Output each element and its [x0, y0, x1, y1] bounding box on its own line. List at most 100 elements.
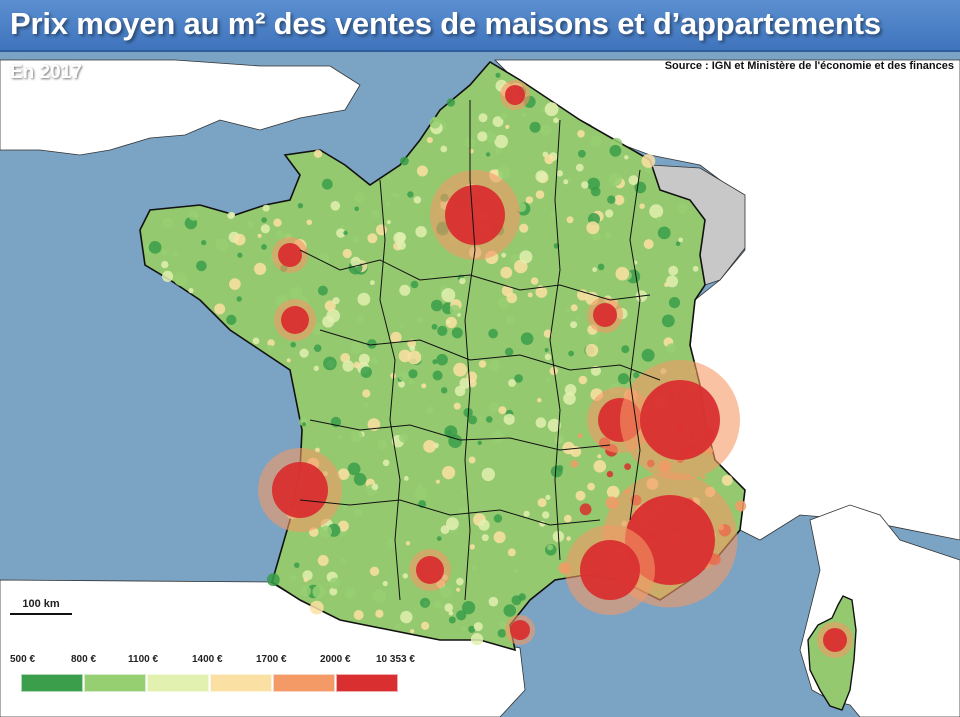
texture-dot	[545, 494, 551, 500]
texture-dot	[444, 603, 454, 612]
texture-dot	[468, 415, 478, 425]
texture-dot	[416, 165, 428, 177]
texture-dot	[501, 285, 513, 297]
high-price-zone	[823, 628, 847, 652]
texture-dot	[303, 577, 309, 583]
texture-dot	[162, 270, 174, 282]
texture-dot	[544, 348, 549, 352]
texture-dot	[628, 175, 639, 186]
texture-dot	[493, 531, 506, 544]
texture-dot	[461, 626, 467, 632]
texture-dot	[456, 587, 461, 592]
texture-dot	[590, 135, 602, 148]
texture-dot	[484, 130, 497, 143]
texture-dot	[324, 300, 336, 312]
texture-dot	[421, 621, 430, 631]
texture-dot	[321, 178, 333, 190]
texture-dot	[488, 328, 498, 339]
texture-dot	[353, 361, 361, 369]
texture-dot	[306, 219, 313, 226]
texture-dot	[432, 359, 438, 365]
texture-dot	[633, 372, 640, 379]
texture-dot	[456, 577, 464, 586]
texture-dot	[417, 316, 424, 323]
texture-dot	[617, 373, 630, 385]
high-price-zone	[416, 556, 444, 584]
legend-label: 10 353 €	[376, 654, 415, 665]
texture-dot	[692, 265, 699, 272]
texture-dot	[161, 249, 168, 256]
texture-dot	[323, 356, 337, 371]
texture-dot	[481, 467, 495, 482]
texture-dot	[470, 633, 484, 646]
texture-dot	[309, 600, 324, 615]
texture-dot	[668, 265, 679, 276]
texture-dot	[260, 224, 270, 234]
texture-dot	[556, 170, 563, 177]
texture-dot	[544, 353, 552, 360]
texture-dot	[488, 596, 499, 607]
texture-dot	[479, 416, 484, 422]
texture-dot	[488, 359, 500, 372]
texture-dot	[313, 344, 322, 353]
texture-dot	[503, 413, 515, 425]
texture-dot	[492, 116, 504, 127]
texture-dot	[188, 210, 199, 221]
texture-dot	[544, 102, 559, 117]
texture-dot	[148, 241, 162, 254]
title-bar: Prix moyen au m² des ventes de maisons e…	[0, 0, 960, 52]
texture-dot	[678, 237, 684, 243]
texture-dot	[608, 173, 622, 187]
texture-dot	[505, 315, 515, 325]
texture-dot	[529, 121, 541, 133]
texture-dot	[407, 350, 422, 365]
texture-dot	[530, 277, 539, 285]
texture-dot	[319, 525, 332, 538]
map-title: Prix moyen au m² des ventes de maisons e…	[10, 6, 881, 41]
texture-dot	[382, 580, 388, 587]
texture-dot	[500, 112, 508, 120]
texture-dot	[371, 483, 379, 491]
texture-dot	[477, 131, 488, 142]
high-price-zone	[593, 303, 617, 327]
texture-dot	[514, 374, 523, 383]
texture-dot	[431, 323, 438, 330]
texture-dot	[624, 463, 631, 470]
texture-dot	[173, 251, 179, 257]
texture-dot	[553, 117, 559, 124]
texture-dot	[390, 331, 402, 344]
texture-dot	[227, 211, 235, 220]
texture-dot	[535, 417, 547, 429]
texture-dot	[299, 348, 309, 358]
high-price-zone	[505, 85, 525, 105]
texture-dot	[437, 325, 448, 336]
legend-label: 1100 €	[128, 654, 159, 665]
texture-dot	[317, 555, 329, 566]
legend-swatch	[147, 674, 209, 692]
texture-dot	[550, 465, 563, 478]
texture-dot	[501, 252, 507, 258]
texture-dot	[441, 387, 448, 394]
texture-dot	[666, 343, 677, 354]
texture-dot	[313, 149, 323, 158]
texture-dot	[614, 194, 625, 206]
legend-swatch	[273, 674, 335, 692]
texture-dot	[449, 304, 461, 316]
texture-dot	[478, 360, 487, 368]
texture-dot	[215, 238, 229, 252]
texture-dot	[330, 201, 341, 211]
texture-dot	[196, 260, 207, 272]
texture-dot	[605, 209, 614, 218]
texture-dot	[370, 280, 375, 286]
texture-dot	[214, 303, 226, 315]
texture-dot	[421, 383, 427, 389]
texture-dot	[453, 402, 461, 410]
texture-dot	[398, 433, 409, 443]
texture-dot	[329, 577, 341, 589]
texture-dot	[497, 297, 510, 310]
texture-dot	[418, 483, 423, 488]
texture-dot	[436, 536, 442, 541]
texture-dot	[353, 473, 367, 486]
texture-dot	[445, 316, 457, 329]
source-credit: Source : IGN et Ministère de l'économie …	[664, 60, 954, 72]
